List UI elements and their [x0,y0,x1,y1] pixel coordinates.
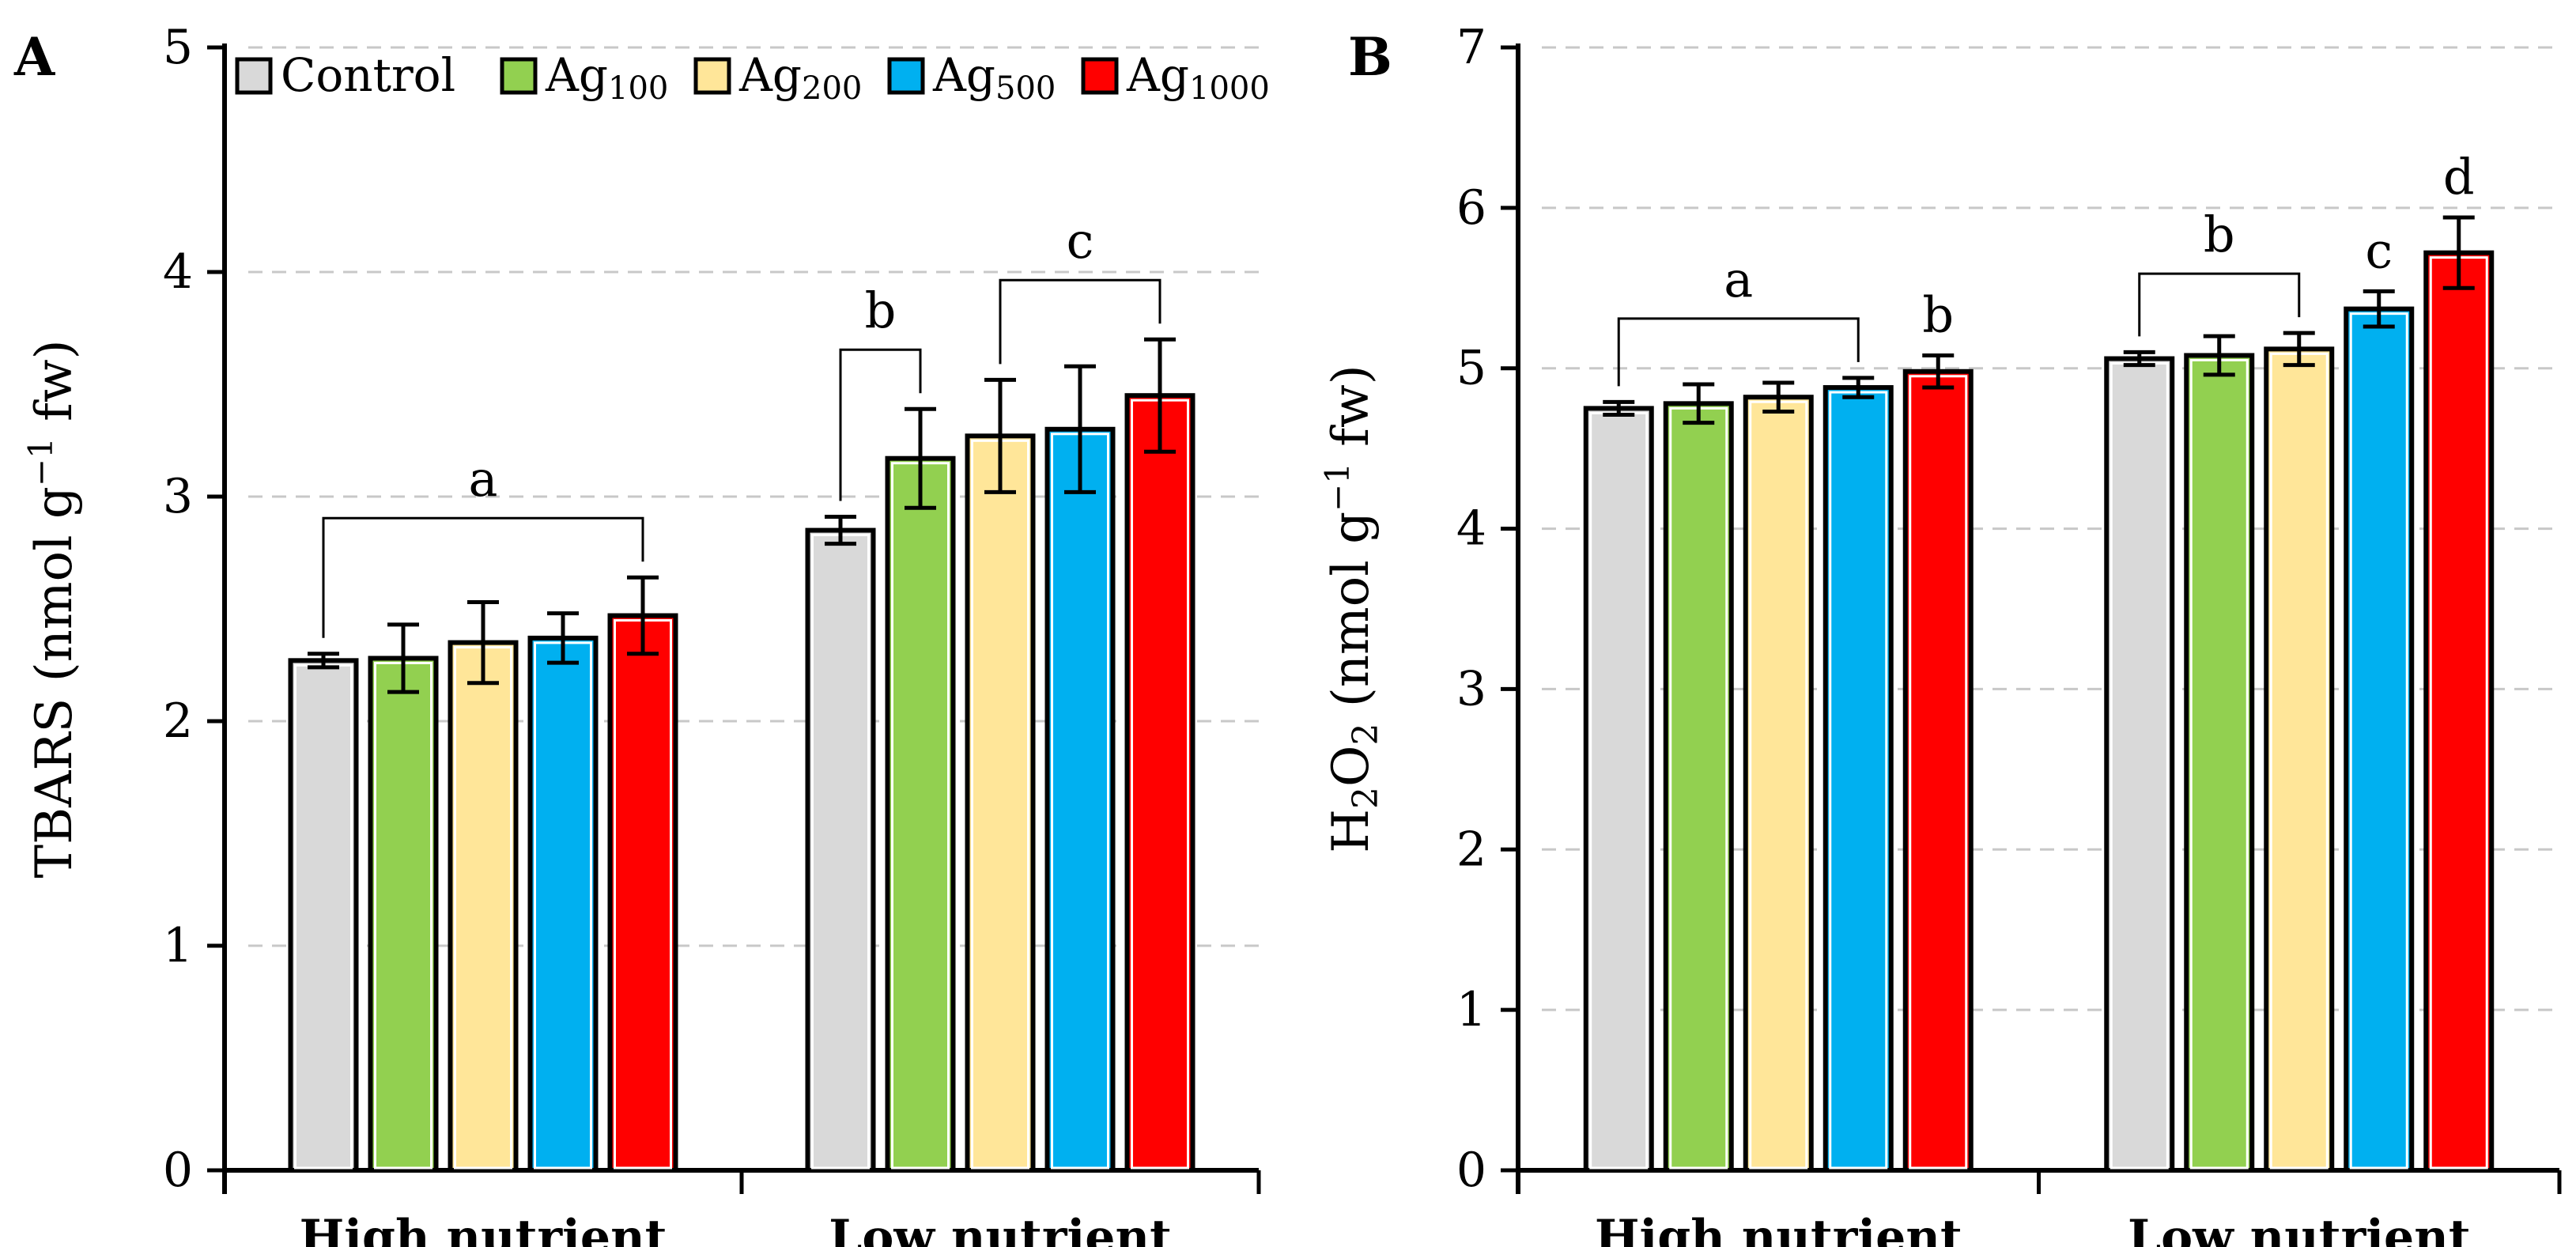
legend-label-subscript: 100 [608,70,668,107]
y-tick-label: 2 [163,693,193,749]
ylabel-part: TBARS (nmol g [25,486,84,879]
bar-ag100 [885,455,956,1173]
bar-ag200 [2264,346,2335,1173]
bar-ag100 [368,656,439,1173]
legend-swatch-ag200 [693,57,731,95]
ylabel-part: H [1322,809,1381,853]
legend-label-base: Ag [932,48,995,102]
ylabel-part: O [1322,745,1381,786]
legend-label-base: Ag [1126,48,1189,102]
legend: Control Ag100 Ag200 Ag500 Ag1000 [235,48,1270,107]
legend-label-subscript: 1000 [1189,70,1270,107]
category-label: High nutrient [1595,1210,1962,1247]
significance-letter: c [2365,221,2393,279]
ylabel-subscript: 2 [1346,787,1386,809]
bar-control [805,527,876,1173]
legend-swatch-ag500 [887,57,925,95]
ylabel-superscript: −1 [1318,463,1357,512]
y-tick-label: 7 [1456,20,1486,75]
legend-label: Ag1000 [1126,48,1270,107]
bar-ag200 [1743,395,1814,1173]
bar-control [2104,356,2175,1173]
legend-label-base: Ag [545,48,608,102]
bar-ag1000 [1124,393,1195,1173]
category-label: Low nutrient [2128,1210,2471,1247]
significance-letter: b [1922,285,1954,343]
bar-ag500 [1044,426,1116,1173]
legend-label: Ag500 [932,48,1056,107]
significance-bracket [999,278,1161,365]
significance-letter: b [865,282,897,339]
y-tick-label: 4 [1456,501,1486,557]
bar-ag500 [2344,306,2415,1173]
legend-swatch-control [235,57,273,95]
y-tick-label: 1 [1456,982,1486,1037]
category-label: High nutrient [300,1210,667,1247]
ylabel-part: (nmol g [1322,512,1381,724]
legend-label-subscript: 200 [802,70,862,107]
legend-label-base: Ag [738,48,802,102]
bar-ag1000 [607,613,678,1173]
y-tick-label: 4 [163,244,193,300]
y-tick-label: 1 [163,918,193,973]
y-tick-label: 6 [1456,180,1486,236]
legend-label: Ag200 [738,48,862,107]
bar-control [288,658,359,1173]
ylabel-superscript: −1 [21,437,60,486]
legend-label-base: Control [281,48,455,102]
significance-bracket [322,516,644,638]
significance-letter: d [2443,148,2475,206]
y-tick-label: 2 [1456,822,1486,877]
y-axis-label: TBARS (nmol g−1 fw) [21,339,84,878]
legend-swatch-ag1000 [1081,57,1119,95]
y-tick-label: 0 [1456,1143,1486,1198]
panel-label: A [13,26,55,88]
significance-bracket [1617,317,1860,387]
bar-ag500 [1822,385,1894,1173]
significance-letter: b [2204,206,2235,263]
significance-bracket [2138,272,2301,337]
category-label: Low nutrient [829,1210,1172,1247]
panel-label: B [1348,26,1392,88]
legend-swatch-ag100 [500,57,538,95]
legend-label: Control [281,48,455,102]
ylabel-part: fw) [1322,365,1381,463]
bar-ag200 [448,640,519,1173]
legend-label-subscript: 500 [995,70,1056,107]
ylabel-subscript: 2 [1346,723,1386,745]
bar-ag1000 [1902,368,1974,1173]
y-tick-label: 5 [1456,341,1486,396]
bar-ag200 [965,433,1036,1173]
significance-letter: a [1724,251,1753,308]
y-axis-label: H2O2 (nmol g−1 fw) [1318,365,1386,853]
significance-bracket [839,348,922,501]
y-tick-label: 3 [1456,661,1486,716]
y-tick-label: 0 [163,1143,193,1198]
bar-ag500 [527,635,599,1173]
legend-label: Ag100 [545,48,668,107]
bar-ag100 [1663,401,1734,1173]
ylabel-part: fw) [25,339,84,437]
bar-ag1000 [2423,250,2495,1173]
y-tick-label: 5 [163,20,193,75]
panel-a: 0 1 2 3 4 5 A TBARS (nmol g−1 fw) High nutrient L… [13,20,1261,1247]
bar-control [1583,406,1654,1173]
significance-letter: a [469,450,498,508]
bar-ag100 [2184,353,2255,1173]
significance-letter: c [1067,212,1094,270]
y-tick-label: 3 [163,469,193,524]
